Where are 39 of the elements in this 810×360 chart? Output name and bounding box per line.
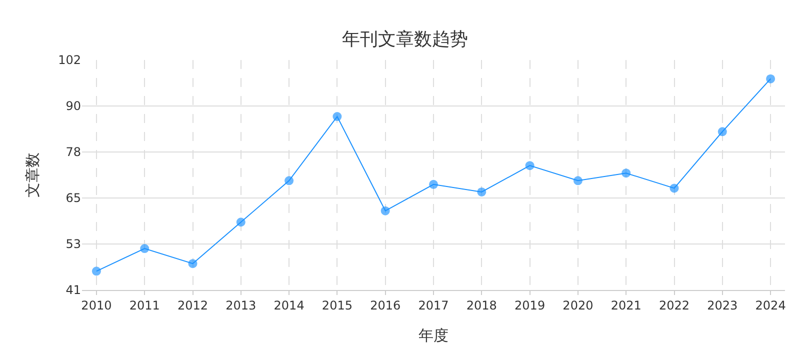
x-tick-label: 2018 bbox=[466, 298, 497, 312]
y-tick-label: 90 bbox=[66, 99, 81, 114]
y-tick-label: 41 bbox=[66, 283, 81, 298]
point bbox=[236, 218, 246, 227]
x-tick-label: 2019 bbox=[514, 298, 546, 312]
y-tick-label: 102 bbox=[58, 53, 81, 68]
point bbox=[92, 266, 101, 276]
x-axis-title: 年度 bbox=[418, 326, 448, 344]
x-tick-label: 2012 bbox=[177, 298, 208, 312]
x-tick-label: 2015 bbox=[322, 298, 352, 312]
point bbox=[188, 259, 198, 268]
point bbox=[332, 112, 342, 122]
chart-title: 年刊文章数趋势 bbox=[342, 29, 468, 50]
x-tick-label: 2022 bbox=[658, 298, 690, 312]
point bbox=[140, 244, 150, 254]
point bbox=[718, 127, 727, 136]
point bbox=[622, 168, 631, 178]
point bbox=[670, 184, 679, 193]
x-tick-label: 2013 bbox=[226, 298, 256, 312]
point bbox=[380, 206, 390, 216]
x-tick-label: 2023 bbox=[707, 298, 738, 312]
x-tick-label: 2011 bbox=[129, 298, 160, 312]
y-tick-label: 65 bbox=[66, 191, 81, 206]
point bbox=[525, 161, 534, 170]
x-tick-label: 2010 bbox=[81, 298, 112, 312]
point bbox=[573, 176, 582, 186]
point bbox=[429, 180, 438, 189]
point bbox=[766, 74, 776, 84]
x-tick-label: 2024 bbox=[755, 298, 786, 312]
point bbox=[284, 176, 294, 186]
x-tick-label: 2017 bbox=[418, 298, 449, 312]
y-tick-label: 53 bbox=[66, 237, 81, 252]
x-tick-label: 2020 bbox=[562, 298, 594, 312]
y-tick-label: 78 bbox=[66, 145, 81, 160]
y-axis-title: 文章数 bbox=[23, 152, 42, 198]
point bbox=[477, 187, 486, 196]
x-tick-label: 2014 bbox=[274, 298, 304, 312]
x-tick-label: 2021 bbox=[610, 298, 642, 312]
x-tick-label: 2016 bbox=[370, 298, 401, 312]
